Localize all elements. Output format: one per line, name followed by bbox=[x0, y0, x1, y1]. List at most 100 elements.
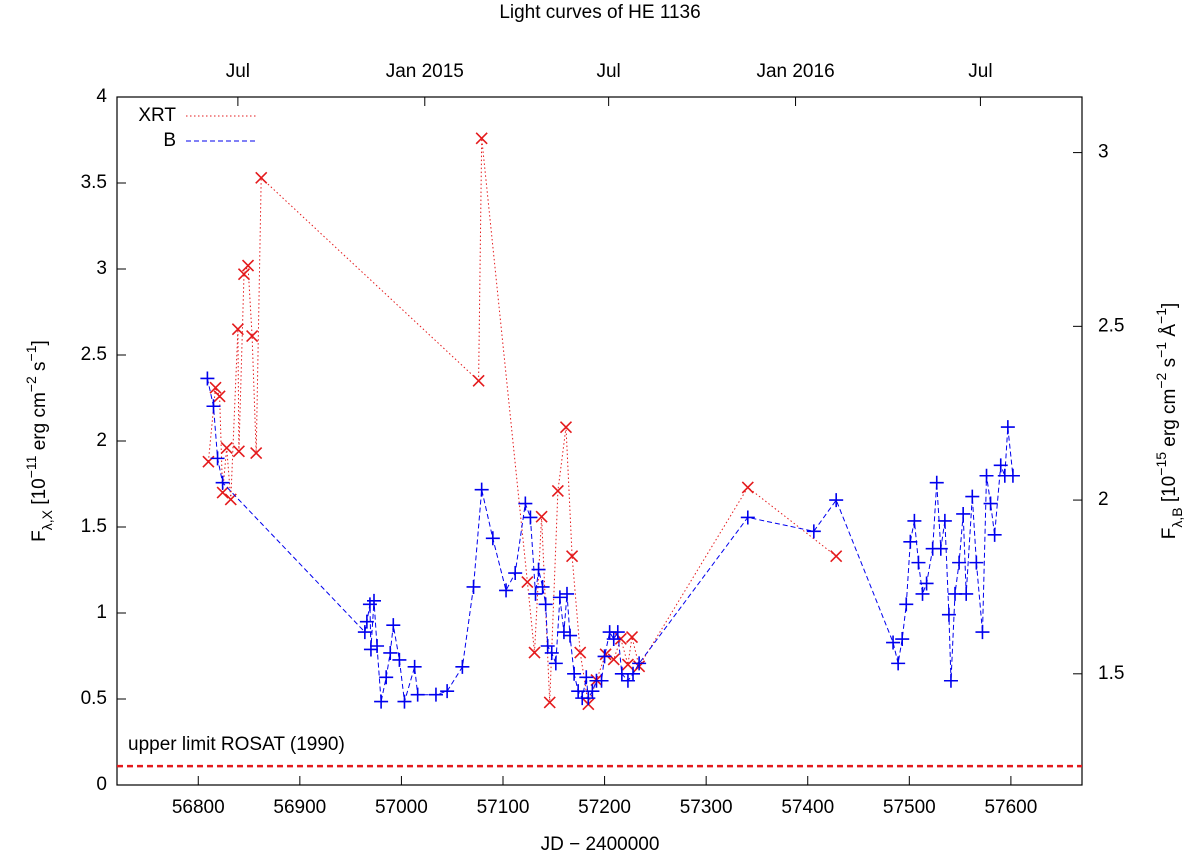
upper-limit-label: upper limit ROSAT (1990) bbox=[128, 734, 345, 755]
data-point bbox=[455, 659, 470, 674]
data-point bbox=[556, 625, 571, 640]
x2-tick-label: Jan 2015 bbox=[386, 61, 464, 82]
data-point bbox=[929, 475, 944, 490]
y-axis-label-part: s bbox=[29, 361, 50, 376]
x2-tick-label: Jul bbox=[968, 61, 992, 82]
data-point bbox=[383, 645, 398, 660]
data-point bbox=[993, 458, 1008, 473]
data-point bbox=[374, 694, 389, 709]
series-line bbox=[207, 138, 837, 705]
data-point bbox=[548, 656, 563, 671]
x-tick-label: 57500 bbox=[883, 797, 936, 818]
y2-tick-label: 1.5 bbox=[1098, 663, 1124, 684]
x2-tick-label: Jul bbox=[226, 61, 250, 82]
x-tick-label: 57400 bbox=[781, 797, 834, 818]
data-point bbox=[959, 586, 974, 601]
data-point bbox=[886, 635, 901, 650]
y2-axis-label-part: [10 bbox=[1159, 476, 1180, 508]
data-point bbox=[250, 446, 263, 460]
data-point bbox=[952, 555, 967, 570]
y2-axis-label-part: −15 bbox=[1153, 452, 1169, 476]
data-point bbox=[559, 421, 573, 434]
chart-title: Light curves of HE 1136 bbox=[499, 2, 700, 23]
data-point bbox=[563, 628, 578, 643]
y2-axis-label-part: erg cm bbox=[1159, 389, 1180, 452]
data-point bbox=[543, 696, 556, 709]
x2-tick-label: Jan 2016 bbox=[756, 61, 834, 82]
data-point bbox=[407, 659, 422, 674]
data-point bbox=[979, 468, 994, 483]
data-point bbox=[359, 614, 374, 629]
data-point bbox=[232, 445, 245, 458]
data-point bbox=[357, 625, 372, 640]
data-point bbox=[567, 666, 582, 681]
y2-axis-label-part: Å bbox=[1159, 324, 1180, 342]
data-point bbox=[241, 259, 255, 272]
data-point bbox=[521, 575, 534, 589]
data-point bbox=[933, 541, 948, 556]
data-point bbox=[965, 489, 980, 504]
y-axis-label: Fλ,X [10−11 erg cm−2 s−1] bbox=[23, 340, 55, 542]
y-tick-label: 0 bbox=[96, 774, 107, 795]
data-point bbox=[538, 597, 553, 612]
data-point bbox=[975, 625, 990, 640]
data-point bbox=[741, 481, 754, 494]
y-tick-label: 3.5 bbox=[81, 172, 107, 193]
data-point bbox=[899, 597, 914, 612]
data-point bbox=[220, 441, 233, 454]
x-tick-label: 57200 bbox=[578, 797, 631, 818]
y2-tick-label: 3 bbox=[1098, 142, 1109, 163]
data-point bbox=[485, 531, 500, 546]
data-point bbox=[428, 687, 443, 702]
data-point bbox=[895, 632, 910, 647]
y2-axis-label-part: ] bbox=[1159, 303, 1180, 308]
data-point bbox=[983, 496, 998, 511]
data-point bbox=[579, 670, 594, 685]
legend-label: XRT bbox=[138, 105, 176, 126]
data-point bbox=[523, 510, 538, 525]
data-point bbox=[410, 687, 425, 702]
data-point bbox=[215, 475, 230, 490]
y-tick-label: 2.5 bbox=[81, 344, 107, 365]
data-point bbox=[255, 171, 268, 184]
data-point bbox=[466, 579, 481, 594]
data-point bbox=[499, 583, 514, 598]
data-point bbox=[610, 625, 625, 640]
data-point bbox=[246, 330, 259, 343]
data-point bbox=[829, 493, 844, 508]
data-point bbox=[621, 658, 635, 671]
x-tick-label: 57100 bbox=[477, 797, 530, 818]
data-point bbox=[559, 586, 574, 601]
data-point bbox=[806, 524, 821, 539]
data-point bbox=[472, 374, 485, 387]
data-point bbox=[956, 506, 971, 521]
x2-tick-label: Jul bbox=[596, 61, 620, 82]
data-point bbox=[937, 513, 952, 528]
plot-frame bbox=[116, 96, 1083, 786]
data-point bbox=[392, 652, 407, 667]
data-point bbox=[535, 510, 548, 523]
y-tick-label: 3 bbox=[96, 258, 107, 279]
y-axis-label-part: erg cm bbox=[29, 392, 50, 455]
data-point bbox=[213, 390, 226, 403]
series-line bbox=[206, 378, 1014, 702]
data-point bbox=[594, 673, 609, 688]
data-point bbox=[941, 607, 956, 622]
data-point bbox=[626, 666, 641, 681]
x-tick-label: 56800 bbox=[172, 797, 225, 818]
data-point bbox=[535, 579, 550, 594]
y-tick-label: 1 bbox=[96, 602, 107, 623]
data-point bbox=[585, 684, 600, 699]
data-point bbox=[597, 649, 612, 664]
y-axis-label-part: F bbox=[29, 530, 50, 542]
data-point bbox=[508, 566, 523, 581]
legend-label: B bbox=[163, 130, 176, 151]
y2-tick-label: 2 bbox=[1098, 489, 1109, 510]
data-point bbox=[237, 268, 251, 281]
data-point bbox=[943, 673, 958, 688]
y2-axis-label-part: −1 bbox=[1153, 308, 1169, 324]
x-tick-label: 56900 bbox=[273, 797, 326, 818]
y-axis-label-part: λ,X bbox=[39, 509, 55, 530]
data-point bbox=[518, 496, 533, 511]
